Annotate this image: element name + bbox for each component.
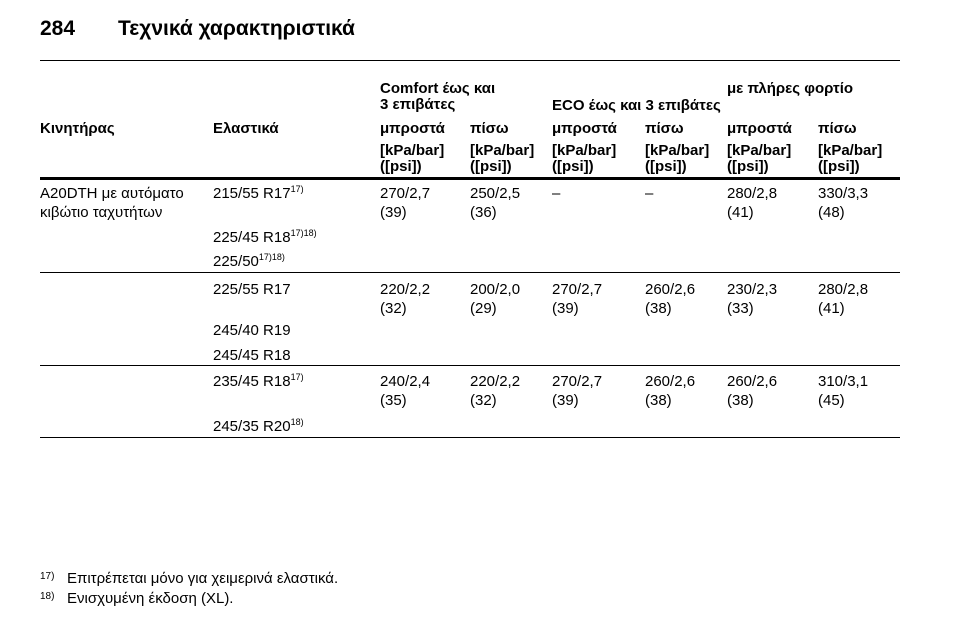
unit-header: ([psi]) — [470, 158, 512, 175]
pressure: (38) — [645, 300, 672, 317]
engine: κιβώτιο ταχυτήτων — [40, 204, 163, 221]
unit-header: [kPa/bar] — [552, 142, 617, 159]
pressure: (38) — [645, 392, 672, 409]
footnote-ref: 17)18) — [258, 252, 285, 262]
tyre-size-text: 245/40 R19 — [213, 322, 291, 339]
group-header: Comfort έως και — [380, 80, 496, 97]
pressure: 250/2,5 — [470, 185, 521, 202]
footnote-ref: 18) — [290, 417, 304, 427]
pressure: 220/2,2 — [470, 373, 521, 390]
tyre-size-text: 245/35 R20 — [213, 418, 291, 435]
tyre-size: 245/35 R2018) — [213, 417, 304, 436]
column-header: πίσω — [470, 120, 509, 137]
rule — [40, 177, 900, 180]
pressure: (41) — [818, 300, 845, 317]
pressure: (36) — [470, 204, 497, 221]
group-header: ECO έως και 3 επιβάτες — [552, 97, 721, 114]
column-header: μπροστά — [380, 120, 445, 137]
pressure: (33) — [727, 300, 754, 317]
pressure: (45) — [818, 392, 845, 409]
pressure: (48) — [818, 204, 845, 221]
tyre-size: 225/45 R1817)18) — [213, 228, 317, 247]
column-header: Κινητήρας — [40, 120, 115, 137]
pressure: (35) — [380, 392, 407, 409]
unit-header: [kPa/bar] — [727, 142, 792, 159]
unit-header: [kPa/bar] — [645, 142, 710, 159]
tyre-size-text: 225/50 — [213, 253, 259, 270]
engine: A20DTH με αυτόματο — [40, 185, 184, 202]
footnote-text: Επιτρέπεται μόνο για χειμερινά ελαστικά. — [67, 570, 339, 587]
pressure: 330/3,3 — [818, 185, 869, 202]
rule — [40, 60, 900, 61]
pressure: 200/2,0 — [470, 281, 521, 298]
pressure: 280/2,8 — [727, 185, 778, 202]
tyre-size-text: 225/55 R17 — [213, 281, 291, 298]
pressure: 260/2,6 — [645, 373, 696, 390]
pressure: (41) — [727, 204, 754, 221]
group-header: με πλήρες φορτίο — [727, 80, 854, 97]
pressure: (32) — [470, 392, 497, 409]
unit-header: [kPa/bar] — [470, 142, 535, 159]
footnote-mark-text: 18) — [40, 591, 55, 602]
page-title: Τεχνικά χαρακτηριστικά — [118, 17, 355, 40]
tyre-size: 225/5017)18) — [213, 252, 285, 271]
rule — [40, 272, 900, 273]
unit-header: ([psi]) — [645, 158, 687, 175]
pressure: (39) — [552, 392, 579, 409]
pressure: – — [645, 185, 654, 202]
pressure: 270/2,7 — [552, 373, 603, 390]
pressure: (39) — [380, 204, 407, 221]
pressure: 260/2,6 — [645, 281, 696, 298]
pressure: (38) — [727, 392, 754, 409]
tyre-size: 245/40 R19 — [213, 322, 291, 339]
unit-header: ([psi]) — [818, 158, 860, 175]
footnote-ref: 17) — [290, 184, 304, 194]
pressure: 230/2,3 — [727, 281, 778, 298]
footnote-mark: 18) — [40, 588, 54, 605]
tyre-size-text: 245/45 R18 — [213, 347, 291, 364]
tyre-size-text: 235/45 R18 — [213, 373, 291, 390]
column-header: μπροστά — [727, 120, 792, 137]
pressure: (32) — [380, 300, 407, 317]
pressure: 260/2,6 — [727, 373, 778, 390]
column-header: Ελαστικά — [213, 120, 279, 137]
column-header: πίσω — [645, 120, 684, 137]
tyre-size-text: 225/45 R18 — [213, 229, 291, 246]
tyre-size: 245/45 R18 — [213, 347, 291, 364]
footnote-text: Ενισχυμένη έκδοση (XL). — [67, 590, 234, 607]
pressure: 270/2,7 — [552, 281, 603, 298]
column-header: μπροστά — [552, 120, 617, 137]
pressure: 240/2,4 — [380, 373, 431, 390]
footnote-mark: 17) — [40, 568, 54, 585]
rule — [40, 437, 900, 438]
pressure: – — [552, 185, 561, 202]
pressure: (39) — [552, 300, 579, 317]
unit-header: ([psi]) — [727, 158, 769, 175]
pressure: 310/3,1 — [818, 373, 869, 390]
column-header: πίσω — [818, 120, 857, 137]
unit-header: [kPa/bar] — [380, 142, 445, 159]
footnote-ref: 17)18) — [290, 228, 317, 238]
unit-header: [kPa/bar] — [818, 142, 883, 159]
rule — [40, 365, 900, 366]
unit-header: ([psi]) — [380, 158, 422, 175]
tyre-size: 225/55 R17 — [213, 281, 291, 298]
pressure: 280/2,8 — [818, 281, 869, 298]
group-header: 3 επιβάτες — [380, 96, 456, 113]
tyre-size: 215/55 R1717) — [213, 184, 304, 203]
footnote-ref: 17) — [290, 372, 304, 382]
tyre-size-text: 215/55 R17 — [213, 185, 291, 202]
pressure: 270/2,7 — [380, 185, 431, 202]
footnote-mark-text: 17) — [40, 571, 55, 582]
unit-header: ([psi]) — [552, 158, 594, 175]
pressure: 220/2,2 — [380, 281, 431, 298]
pressure: (29) — [470, 300, 497, 317]
page-number: 284 — [40, 17, 76, 40]
tyre-size: 235/45 R1817) — [213, 372, 304, 391]
